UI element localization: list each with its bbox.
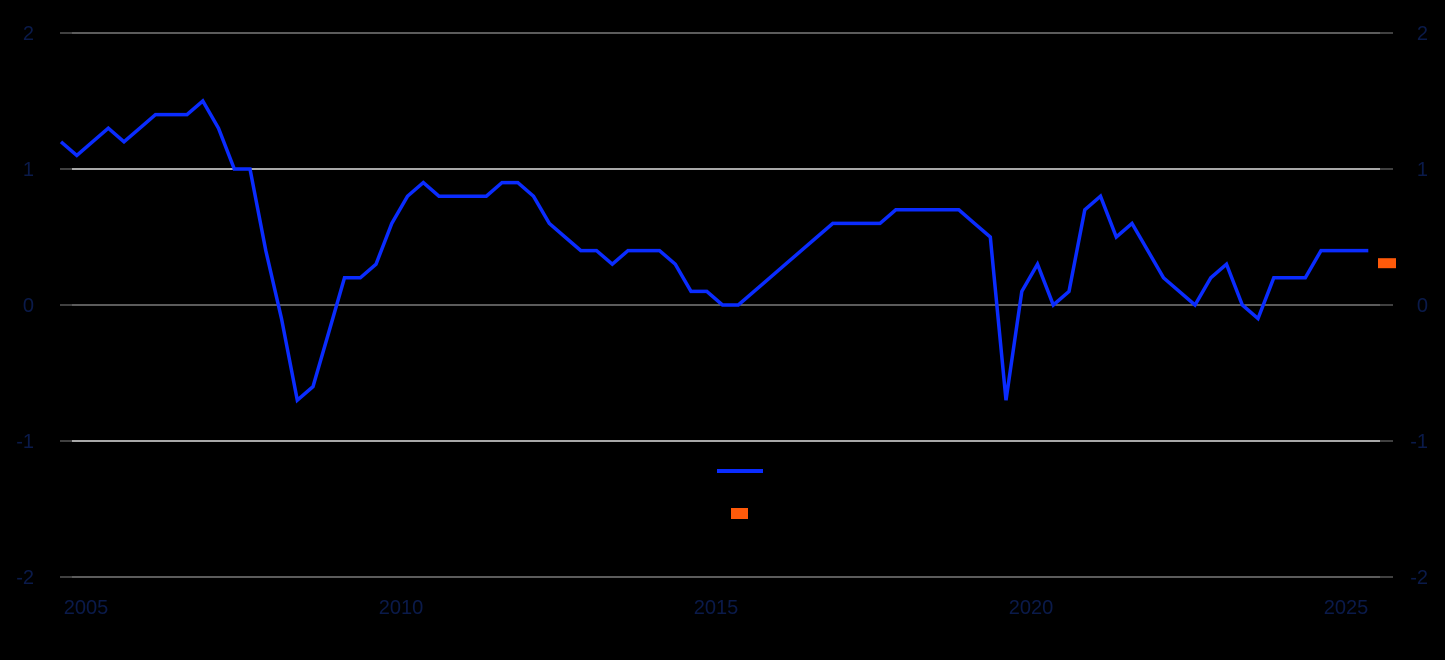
y-tick-label-left: 0 xyxy=(23,295,34,317)
y-tick-label-left: -2 xyxy=(16,567,34,589)
x-axis: 2005 2010 2015 2020 2025 xyxy=(64,597,1369,619)
x-tick-label: 2005 xyxy=(64,597,109,619)
legend xyxy=(717,469,763,519)
y-tick-label-left: 1 xyxy=(23,159,34,181)
y-tick-label-right: 2 xyxy=(1417,23,1428,45)
x-tick-label: 2020 xyxy=(1009,597,1054,619)
y-tick-label-left: 2 xyxy=(23,23,34,45)
series-marker xyxy=(1378,258,1396,269)
y-tick-label-right: 1 xyxy=(1417,159,1428,181)
y-tick-label-right: 0 xyxy=(1417,295,1428,317)
y-axis-left: 2 1 0 -1 -2 xyxy=(16,23,34,589)
y-tick-label-right: -2 xyxy=(1410,567,1428,589)
y-axis-right: 2 1 0 -1 -2 xyxy=(1410,23,1428,589)
series-line xyxy=(59,98,1369,404)
x-tick-label: 2025 xyxy=(1324,597,1369,619)
x-tick-label: 2010 xyxy=(379,597,424,619)
x-tick-label: 2015 xyxy=(694,597,739,619)
y-tick-label-right: -1 xyxy=(1410,431,1428,453)
y-tick-label-left: -1 xyxy=(16,431,34,453)
legend-marker-swatch xyxy=(731,508,748,519)
